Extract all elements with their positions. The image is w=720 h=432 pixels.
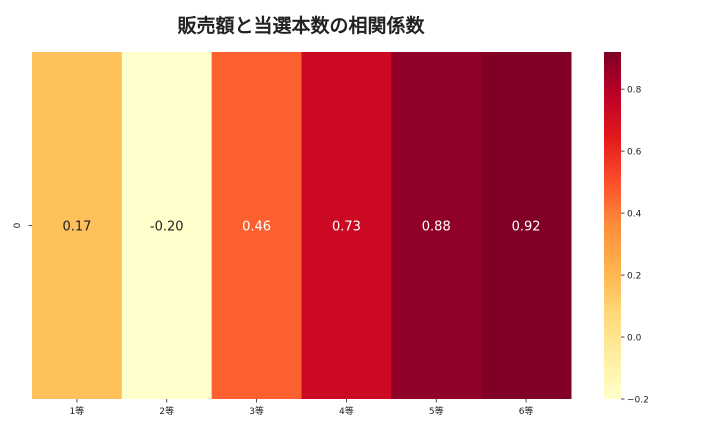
colorbar-tick-label: −0.2 (627, 396, 649, 406)
heatmap-cell (391, 52, 482, 399)
cell-value-label: 0.88 (422, 220, 451, 235)
heatmap-cell (301, 52, 392, 399)
colorbar-tick-label: 0.0 (627, 334, 642, 344)
colorbar-tick-label: 0.2 (627, 272, 641, 282)
x-tick-label: 1等 (70, 405, 85, 417)
x-tick-label: 5等 (429, 405, 444, 417)
colorbar-gradient (604, 52, 621, 399)
heatmap-cell (121, 52, 213, 399)
cell-value-label: 0.46 (242, 220, 271, 235)
colorbar-tick-label: 0.6 (627, 148, 642, 158)
cell-value-label: -0.20 (150, 220, 184, 235)
cell-value-label: 0.17 (62, 220, 91, 235)
heatmap-cell (211, 52, 302, 399)
cell-value-label: 0.73 (332, 220, 361, 235)
colorbar-tick-label: 0.4 (627, 210, 642, 220)
x-tick-label: 2等 (159, 405, 174, 417)
y-tick-label: 0 (13, 222, 23, 228)
cell-value-label: 0.92 (512, 220, 541, 235)
colorbar: −0.2 0.0 0.2 0.4 0.6 0.8 (604, 52, 649, 406)
colorbar-tick-label: 0.8 (627, 86, 642, 96)
heatmap-cells: 0.17 -0.20 0.46 0.73 0.88 0.92 (32, 52, 572, 399)
y-axis-ticks: 0 (13, 222, 32, 228)
heatmap-cell (481, 52, 572, 399)
chart-title: 販売額と当選本数の相関係数 (177, 14, 425, 37)
x-tick-label: 4等 (339, 405, 354, 417)
x-tick-label: 3等 (249, 405, 264, 417)
x-tick-label: 6等 (519, 405, 534, 417)
heatmap-cell (32, 52, 123, 399)
x-axis-ticks: 1等 2等 3等 4等 5等 6等 (70, 399, 534, 417)
